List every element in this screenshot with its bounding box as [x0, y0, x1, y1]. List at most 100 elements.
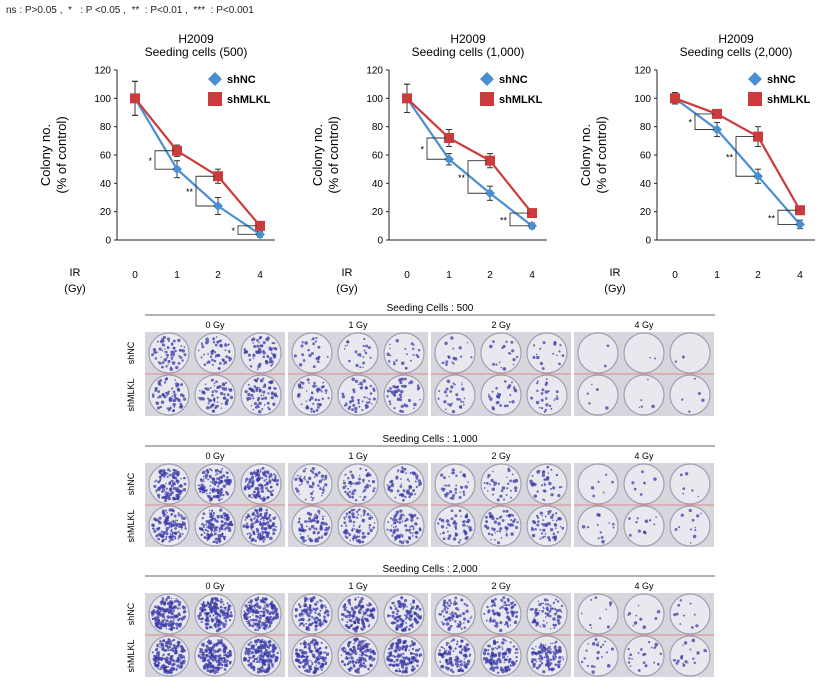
colony-dot: [399, 614, 402, 617]
colony-dot: [503, 380, 507, 383]
colony-dot: [198, 613, 202, 617]
data-point-shNC: [485, 188, 495, 199]
colony-dot: [307, 626, 310, 629]
colony-dot: [296, 489, 300, 493]
colony-dot: [254, 628, 257, 631]
colony-dot: [262, 655, 264, 658]
colony-dot: [556, 531, 559, 534]
significance-legend: ns : P>0.05 , * : P <0.05 , ** : P<0.01 …: [6, 5, 254, 16]
colony-dot: [465, 609, 469, 613]
colony-dot: [170, 484, 174, 488]
colony-dot: [164, 499, 168, 503]
colony-dot: [220, 526, 224, 530]
colony-dot: [505, 493, 508, 496]
colony-dot: [173, 405, 176, 408]
x-tick-label: 2: [487, 270, 493, 281]
colony-dot: [392, 362, 396, 366]
colony-dot: [213, 517, 216, 520]
colony-dot: [410, 518, 414, 522]
colony-dot: [151, 523, 156, 527]
colony-dot: [532, 648, 535, 651]
colony-dot: [455, 474, 458, 477]
colony-dot: [210, 489, 213, 492]
colony-dot: [557, 516, 561, 521]
colony-dot: [407, 529, 411, 532]
colony-dot: [501, 486, 506, 490]
colony-dot: [221, 622, 225, 626]
colony-dot: [538, 657, 541, 660]
colony-dot: [178, 355, 181, 358]
colony-dot: [489, 483, 491, 486]
colony-dot: [268, 357, 273, 361]
colony-dot: [301, 386, 304, 389]
chart-subtitle: Seeding cells (500): [145, 45, 248, 59]
colony-dot: [471, 615, 473, 618]
colony-dot: [217, 354, 220, 357]
colony-dot: [460, 669, 463, 672]
colony-dot: [257, 598, 260, 601]
colony-dot: [352, 524, 355, 527]
colony-dot: [317, 536, 321, 540]
colony-dot: [271, 610, 274, 613]
colony-dot: [343, 481, 346, 485]
colony-dot: [244, 519, 247, 521]
colony-dot: [391, 610, 395, 615]
colony-dot: [208, 640, 211, 643]
colony-dot: [179, 483, 182, 486]
colony-dot: [177, 530, 180, 534]
x-tick-label: 0: [672, 270, 678, 281]
colony-dot: [400, 404, 404, 408]
colony-dot: [296, 394, 301, 398]
colony-dot: [176, 658, 180, 663]
colony-dot: [390, 608, 393, 610]
colony-dot: [510, 518, 513, 522]
colony-dot: [250, 522, 254, 526]
colony-dot: [409, 471, 412, 475]
colony-dot: [309, 609, 312, 612]
colony-dot: [319, 625, 322, 628]
colony-dot: [538, 663, 542, 667]
colony-dot: [504, 623, 506, 626]
colony-dot: [244, 349, 248, 354]
colony-dot: [262, 521, 265, 524]
colony-dot: [449, 613, 452, 616]
significance-mark: *: [148, 156, 152, 166]
data-point-shMLKL: [753, 131, 763, 142]
colony-dot: [258, 389, 262, 393]
colony-dot: [160, 384, 162, 387]
colony-dot: [356, 670, 360, 674]
colony-dot: [257, 494, 261, 498]
colony-dot: [462, 403, 465, 406]
colony-dot: [515, 660, 518, 663]
colony-dot: [165, 353, 168, 356]
colony-dot: [343, 521, 347, 525]
colony-dot: [260, 614, 263, 618]
colony-dot: [170, 514, 172, 517]
colony-dot: [395, 359, 398, 362]
colony-dot: [358, 608, 361, 611]
colony-dot: [340, 660, 345, 664]
colony-dot: [300, 523, 304, 527]
data-point-shNC: [172, 164, 182, 175]
colony-dot: [209, 662, 212, 665]
colony-dot: [343, 348, 346, 350]
colony-dot: [229, 614, 233, 618]
colony-dot: [317, 484, 320, 487]
colony-dot: [204, 383, 207, 386]
colony-dot: [300, 479, 304, 483]
colony-dot: [173, 535, 175, 538]
colony-dot: [155, 489, 158, 492]
colony-dot: [252, 341, 255, 344]
colony-dot: [507, 482, 510, 486]
colony-dot: [494, 597, 497, 601]
colony-dot: [157, 537, 160, 541]
colony-dot: [215, 666, 217, 669]
colony-dot: [262, 610, 266, 614]
colony-dot: [414, 480, 417, 483]
colony-dot: [205, 337, 209, 342]
colony-dot: [442, 537, 446, 541]
colony-dot: [540, 657, 544, 661]
colony-dot: [169, 490, 171, 492]
colony-dot: [178, 613, 182, 617]
series-line-shMLKL: [134, 97, 261, 227]
